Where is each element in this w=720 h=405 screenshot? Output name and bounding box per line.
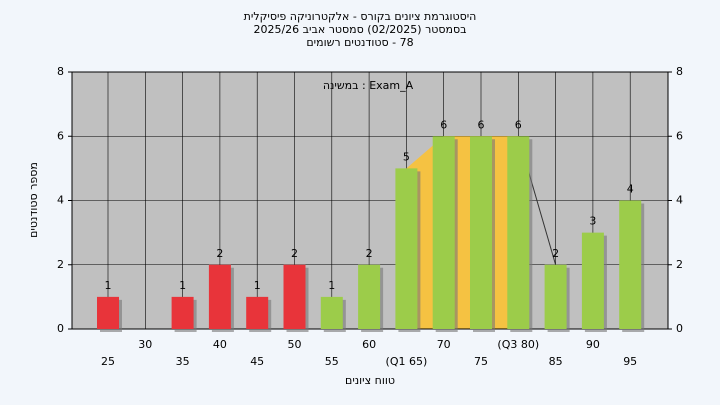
- chart-title: בסמסטר (02/2025) סמסטר אביב 2025/26: [253, 23, 466, 36]
- iqr-area: [395, 136, 530, 329]
- x-tick-label: 50: [288, 338, 302, 351]
- data-label: 2: [366, 247, 373, 260]
- data-label: 6: [440, 118, 447, 131]
- x-tick-label: 90: [586, 338, 600, 351]
- bar: [470, 136, 492, 329]
- bar: [544, 264, 567, 329]
- y-tick-label: 0: [57, 322, 64, 335]
- data-label: 2: [291, 247, 298, 260]
- data-label: 5: [403, 150, 410, 163]
- y-tick-label: 6: [57, 129, 64, 142]
- data-label: 2: [216, 247, 223, 260]
- bar: [358, 264, 381, 329]
- x-tick-label: 55: [325, 355, 339, 368]
- x-axis-label: טווח ציונים: [345, 374, 395, 387]
- y2-tick-label: 2: [676, 258, 683, 271]
- y-tick-label: 8: [57, 65, 64, 78]
- data-label: 1: [328, 279, 335, 292]
- y2-tick-label: 4: [676, 194, 683, 207]
- y2-tick-label: 8: [676, 65, 683, 78]
- y-tick-label: 2: [57, 258, 64, 271]
- bar: [246, 296, 269, 329]
- bar: [283, 264, 306, 329]
- bar: [432, 136, 455, 329]
- x-tick-label: 35: [176, 355, 190, 368]
- x-tick-label: (Q1 65): [386, 355, 428, 368]
- x-tick-label: 45: [250, 355, 264, 368]
- x-tick-label: 70: [437, 338, 451, 351]
- x-tick-label: (Q3 80): [497, 338, 539, 351]
- data-label: 3: [589, 215, 596, 228]
- bar: [395, 168, 418, 329]
- bar: [581, 232, 604, 329]
- bar: [507, 136, 530, 329]
- data-label: 6: [478, 118, 485, 131]
- bar: [619, 200, 642, 329]
- x-tick-label: 60: [362, 338, 376, 351]
- annotation: Exam_A : במשינה: [323, 79, 414, 92]
- data-label: 2: [552, 247, 559, 260]
- chart-title: 78 - סטודנטים רשומים: [306, 36, 413, 49]
- data-label: 4: [627, 183, 634, 196]
- x-tick-label: 85: [549, 355, 563, 368]
- bar: [320, 296, 343, 329]
- y-axis-label: מספר סטודנטים: [27, 162, 40, 238]
- y2-tick-label: 6: [676, 129, 683, 142]
- x-tick-label: 30: [138, 338, 152, 351]
- x-tick-label: 40: [213, 338, 227, 351]
- x-tick-label: 25: [101, 355, 115, 368]
- data-label: 1: [105, 279, 112, 292]
- data-label: 6: [515, 118, 522, 131]
- chart-title: היסטוגרמת ציונים בקורס - אלקטרוניקה פיסי…: [244, 10, 477, 23]
- y2-tick-label: 0: [676, 322, 683, 335]
- data-label: 1: [254, 279, 261, 292]
- x-tick-label: 95: [623, 355, 637, 368]
- data-label: 1: [179, 279, 186, 292]
- y-tick-label: 4: [57, 194, 64, 207]
- bar: [97, 296, 119, 329]
- bar: [208, 264, 231, 329]
- x-tick-label: 75: [474, 355, 488, 368]
- bar: [171, 296, 194, 329]
